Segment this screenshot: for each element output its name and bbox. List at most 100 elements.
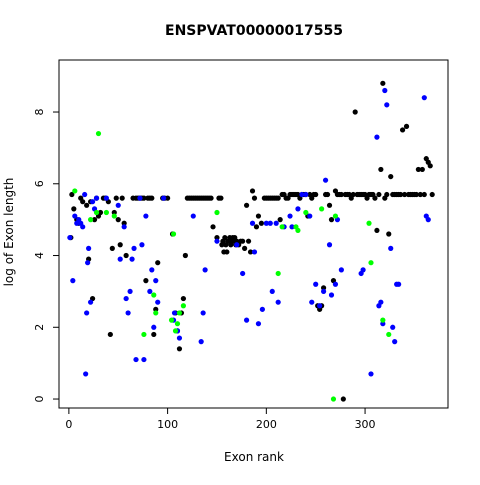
- data-point: [89, 199, 96, 205]
- data-point: [247, 249, 254, 255]
- data-point: [141, 195, 147, 201]
- data-point: [275, 270, 281, 277]
- data-point: [180, 303, 187, 309]
- data-point: [125, 310, 131, 316]
- data-point: [69, 191, 75, 198]
- data-point: [421, 191, 427, 198]
- data-point: [374, 134, 380, 140]
- data-point: [328, 217, 335, 223]
- plot-frame: [58, 59, 449, 409]
- data-point: [155, 260, 161, 266]
- data-point: [251, 249, 258, 255]
- data-point: [214, 238, 220, 244]
- data-point: [127, 288, 133, 295]
- data-point: [425, 217, 431, 223]
- x-tick-label: 0: [65, 418, 72, 431]
- data-point: [401, 191, 408, 198]
- data-point: [117, 256, 123, 262]
- data-point: [103, 209, 109, 216]
- data-point: [390, 324, 396, 330]
- data-point: [378, 166, 384, 173]
- data-point: [234, 242, 240, 248]
- data-point: [107, 331, 113, 338]
- data-point: [384, 191, 390, 198]
- data-point: [258, 220, 264, 226]
- data-point: [93, 195, 100, 201]
- data-point: [71, 206, 77, 212]
- data-point: [95, 130, 102, 137]
- y-axis-label: log of Exon length: [2, 178, 16, 287]
- data-point: [117, 242, 123, 248]
- data-point: [172, 328, 179, 334]
- data-point: [222, 234, 228, 241]
- data-point: [320, 288, 327, 295]
- data-point: [326, 202, 333, 208]
- data-point: [190, 213, 196, 219]
- data-point: [275, 195, 281, 201]
- data-point: [153, 278, 159, 284]
- x-axis: 0 100 200 300: [65, 408, 376, 431]
- data-point: [332, 213, 339, 219]
- data-point: [103, 195, 109, 201]
- data-point: [111, 209, 117, 216]
- data-point: [249, 220, 256, 226]
- data-point: [287, 213, 293, 219]
- data-point: [171, 310, 178, 316]
- data-point: [208, 195, 214, 201]
- data-point: [137, 195, 143, 201]
- y-tick-label: 0: [33, 396, 46, 403]
- data-point: [380, 80, 386, 86]
- data-point: [84, 310, 90, 316]
- data-point: [82, 191, 88, 198]
- data-point: [249, 188, 256, 194]
- data-point: [85, 260, 91, 266]
- data-point: [214, 209, 220, 216]
- data-point: [129, 256, 135, 262]
- data-point: [123, 252, 129, 259]
- data-point: [210, 224, 216, 230]
- data-point: [72, 188, 78, 194]
- data-point: [352, 109, 358, 115]
- data-point: [392, 339, 398, 345]
- data-point: [303, 191, 309, 198]
- x-axis-label: Exon rank: [224, 450, 284, 464]
- data-point: [93, 209, 100, 216]
- data-point: [202, 267, 208, 273]
- data-point: [243, 317, 250, 323]
- data-point: [87, 217, 94, 223]
- data-point: [242, 245, 248, 251]
- data-point: [382, 87, 388, 94]
- data-point: [263, 220, 269, 226]
- data-point: [320, 285, 327, 291]
- data-point: [324, 191, 331, 198]
- data-point: [80, 224, 86, 230]
- data-point: [427, 163, 433, 169]
- data-point: [91, 217, 98, 223]
- data-point: [398, 191, 404, 198]
- data-point: [176, 335, 183, 341]
- data-point: [330, 396, 337, 402]
- data-point: [70, 278, 76, 284]
- data-point: [384, 102, 390, 108]
- data-point: [87, 299, 94, 305]
- data-point: [313, 191, 319, 198]
- data-point: [273, 220, 279, 226]
- data-point: [170, 231, 177, 237]
- data-point: [309, 299, 315, 305]
- data-point: [113, 195, 119, 201]
- data-point: [141, 356, 147, 363]
- data-point: [326, 242, 333, 248]
- data-point: [72, 213, 78, 219]
- data-point: [151, 292, 157, 298]
- data-point: [143, 213, 149, 219]
- data-point: [121, 220, 127, 226]
- data-point: [372, 195, 378, 201]
- data-point: [115, 202, 121, 208]
- data-point: [360, 267, 366, 273]
- data-point: [243, 202, 250, 208]
- data-point: [429, 191, 435, 198]
- data-point: [319, 206, 325, 212]
- data-point: [338, 191, 344, 198]
- data-point: [417, 191, 423, 198]
- data-point: [295, 206, 301, 212]
